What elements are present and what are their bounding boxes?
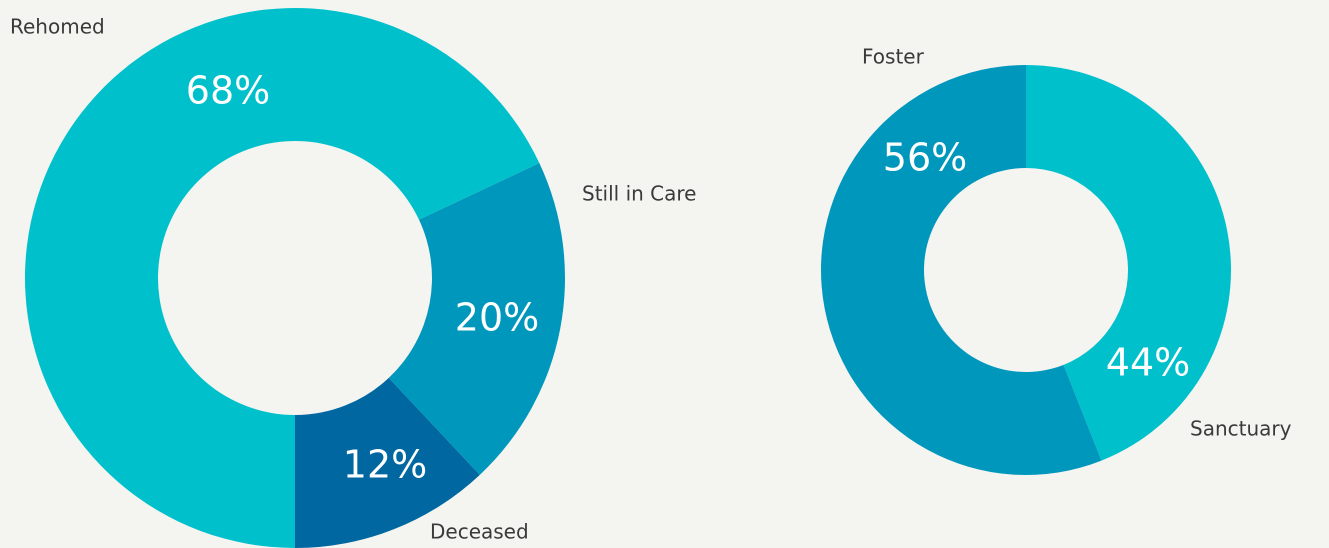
donut-slice	[25, 8, 540, 548]
value-label: 68%	[186, 69, 270, 113]
donut-slice	[388, 163, 565, 475]
value-label: 12%	[343, 443, 427, 487]
slice-label: Foster	[862, 45, 925, 69]
donut-slice	[821, 65, 1102, 475]
slice-label: Deceased	[430, 520, 529, 544]
slice-label: Sanctuary	[1190, 417, 1292, 441]
value-label: 20%	[455, 296, 539, 340]
donut-slice	[295, 377, 480, 548]
slice-label: Rehomed	[10, 15, 105, 39]
slice-label: Still in Care	[582, 182, 696, 206]
value-label: 44%	[1106, 341, 1190, 385]
value-label: 56%	[883, 136, 967, 180]
donut-slice	[1026, 65, 1232, 461]
